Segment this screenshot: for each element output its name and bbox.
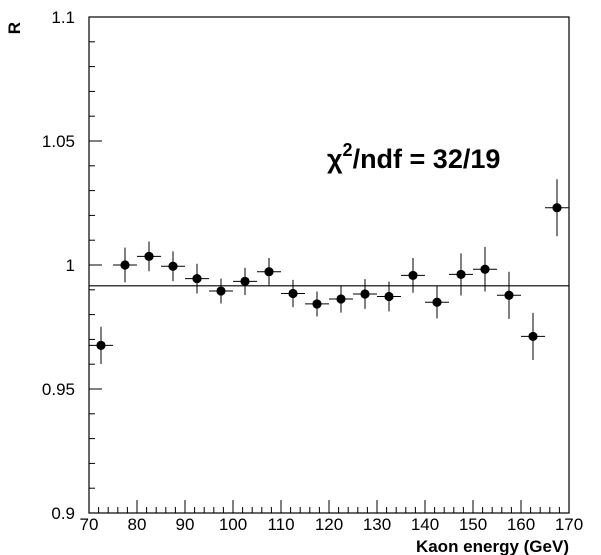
data-point [521, 312, 545, 360]
data-marker [312, 299, 322, 309]
data-point [185, 263, 209, 294]
x-tick-label: 90 [176, 515, 195, 534]
data-marker [288, 288, 298, 299]
y-tick-label: 0.9 [51, 504, 75, 523]
data-marker [144, 251, 154, 261]
chi2-value: /ndf = 32/19 [353, 144, 501, 174]
chi-superscript: 2 [343, 140, 353, 160]
chi2-annotation: χ2/ndf = 32/19 [327, 140, 500, 174]
axis-ticks [88, 16, 570, 514]
x-tick-label: 70 [80, 515, 99, 534]
data-marker [336, 294, 346, 304]
x-tick-label: 120 [315, 515, 343, 534]
data-marker [480, 264, 490, 274]
data-point [137, 241, 161, 272]
data-marker [216, 286, 226, 296]
data-point [113, 247, 137, 283]
y-tick-label: 1.05 [42, 132, 75, 151]
data-point [89, 326, 113, 364]
y-tick-label: 1.1 [51, 8, 75, 27]
data-marker [168, 261, 178, 271]
data-point [281, 279, 305, 308]
data-point [377, 281, 401, 312]
data-marker [240, 276, 250, 286]
y-axis-title: R [5, 22, 24, 34]
data-point [305, 291, 329, 317]
x-tick-label: 160 [507, 515, 535, 534]
x-tick-label: 170 [555, 515, 583, 534]
data-marker [456, 269, 466, 280]
data-marker [360, 289, 370, 299]
data-marker [120, 260, 130, 270]
x-tick-label: 110 [267, 515, 294, 534]
data-marker [96, 340, 106, 350]
y-tick-label: 1 [66, 256, 75, 275]
plot-frame [88, 16, 570, 514]
data-point [353, 279, 377, 309]
data-point [473, 246, 497, 292]
x-tick-label: 130 [363, 515, 391, 534]
data-point [545, 179, 569, 237]
data-point [209, 278, 233, 304]
data-marker [552, 203, 562, 213]
data-point [497, 271, 521, 319]
data-marker [264, 267, 274, 277]
chi-symbol: χ [327, 144, 343, 174]
x-tick-label: 80 [128, 515, 147, 534]
x-axis-title: Kaon energy (GeV) [416, 537, 569, 555]
data-marker [432, 297, 442, 307]
x-tick-label: 150 [459, 515, 487, 534]
data-point [257, 258, 281, 286]
data-marker [192, 274, 202, 284]
data-points [89, 179, 569, 364]
data-marker [408, 270, 418, 281]
data-point [161, 251, 185, 282]
data-point [425, 286, 449, 319]
data-point [401, 258, 425, 293]
data-point [449, 253, 473, 296]
x-tick-labels: 70 80 90 100 110 120 130 140 150 160 170 [80, 515, 584, 534]
data-point [233, 267, 257, 296]
data-point [329, 285, 353, 313]
data-marker [384, 291, 394, 302]
y-tick-labels: 0.9 0.95 1 1.05 1.1 [42, 8, 75, 523]
y-tick-label: 0.95 [42, 380, 75, 399]
data-marker [504, 290, 514, 300]
data-marker [528, 331, 538, 342]
x-tick-label: 100 [219, 515, 247, 534]
x-tick-label: 140 [411, 515, 439, 534]
